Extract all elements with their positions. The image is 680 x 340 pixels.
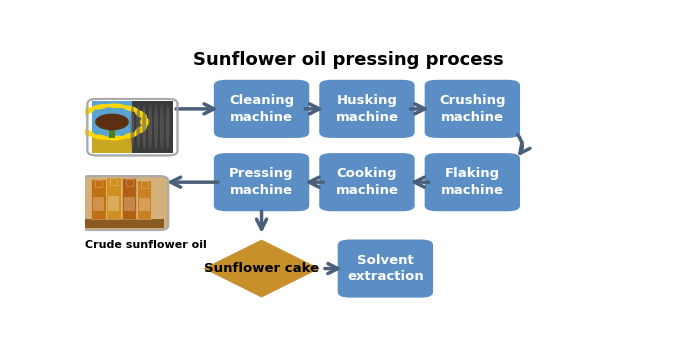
FancyBboxPatch shape [318,152,415,212]
Ellipse shape [80,129,95,137]
Ellipse shape [154,105,158,150]
Ellipse shape [122,105,139,112]
FancyBboxPatch shape [213,79,310,139]
Text: Pressing
machine: Pressing machine [229,167,294,197]
Ellipse shape [135,125,147,134]
Ellipse shape [166,105,170,150]
Bar [122,178,137,219]
Bar [109,122,116,138]
Bar [106,177,120,219]
Bar [133,101,173,153]
Bar [92,197,104,211]
Polygon shape [201,238,322,299]
Text: Husking
machine: Husking machine [335,94,398,124]
Bar [110,177,117,185]
Ellipse shape [135,110,147,119]
Text: Crushing
machine: Crushing machine [439,94,506,124]
Text: Sunflower oil pressing process: Sunflower oil pressing process [193,51,504,69]
FancyBboxPatch shape [81,176,168,230]
Ellipse shape [131,105,135,150]
FancyBboxPatch shape [424,79,521,139]
Bar [91,179,105,219]
Text: Sunflower cake: Sunflower cake [204,262,319,275]
FancyArrowPatch shape [517,135,530,153]
Ellipse shape [107,103,125,108]
FancyBboxPatch shape [318,79,415,139]
Text: Flaking
machine: Flaking machine [441,167,504,197]
Bar [137,180,152,219]
Bar [85,219,164,228]
Bar [124,197,135,211]
Ellipse shape [142,105,146,150]
Ellipse shape [80,107,95,115]
Ellipse shape [75,121,86,131]
Ellipse shape [160,105,164,150]
Text: Cleaning
machine: Cleaning machine [229,94,294,124]
FancyBboxPatch shape [87,99,177,155]
FancyBboxPatch shape [337,238,434,299]
Text: Crude sunflower oil: Crude sunflower oil [85,240,207,250]
Bar [107,196,119,210]
Bar [92,137,133,153]
Text: Cooking
machine: Cooking machine [335,167,398,197]
Ellipse shape [148,105,152,150]
Ellipse shape [140,117,150,127]
Bar [126,179,133,186]
Ellipse shape [91,134,109,140]
Ellipse shape [136,105,140,150]
Ellipse shape [91,104,109,109]
Text: Solvent
extraction: Solvent extraction [347,254,424,283]
Ellipse shape [75,114,86,123]
Bar [95,180,102,187]
Ellipse shape [107,136,125,140]
Ellipse shape [122,132,139,139]
Bar [141,181,148,188]
FancyBboxPatch shape [213,152,310,212]
Bar [139,198,150,211]
Bar [92,101,133,153]
Circle shape [95,114,129,130]
FancyBboxPatch shape [424,152,521,212]
